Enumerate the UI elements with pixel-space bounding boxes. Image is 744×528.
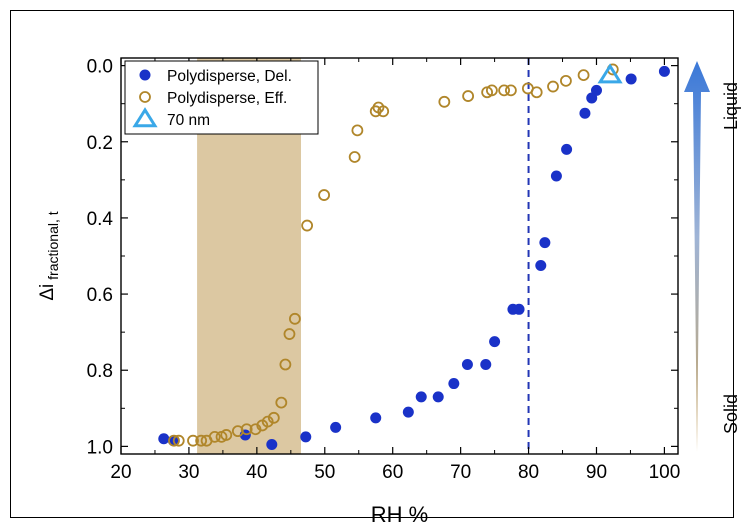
data-point-filled-circle: [513, 303, 525, 315]
data-point-filled-circle: [658, 65, 670, 77]
legend-label: Polydisperse, Eff.: [167, 90, 287, 107]
data-point-open-circle: [504, 84, 517, 97]
arrow-label-bottom: Solid: [721, 394, 741, 434]
gradient-arrow: [684, 61, 710, 452]
data-point-open-circle: [240, 423, 253, 436]
data-point-open-circle: [377, 105, 390, 118]
x-tick-label: 30: [178, 462, 199, 483]
data-point-open-circle: [195, 434, 208, 447]
data-point-open-triangle: [597, 63, 623, 84]
data-point-filled-circle: [590, 84, 602, 96]
y-tick-label: 0.8: [87, 361, 113, 382]
data-point-filled-circle: [402, 406, 414, 418]
arrow-label-top: Liquid: [721, 82, 741, 130]
data-point-open-circle: [275, 396, 288, 409]
legend-box: [124, 60, 319, 135]
x-tick-label: 90: [586, 462, 607, 483]
data-point-open-circle: [498, 84, 511, 97]
legend-label: Polydisperse, Del.: [167, 68, 292, 85]
data-point-open-circle: [485, 84, 498, 97]
y-tick-label: 1.0: [87, 437, 113, 458]
data-point-open-circle: [208, 430, 221, 443]
y-axis-label: Δi fractional, t: [37, 211, 61, 300]
data-point-filled-circle: [461, 359, 473, 371]
data-point-open-circle: [267, 411, 280, 424]
data-point-open-circle: [560, 74, 572, 87]
y-tick-label: 0.2: [87, 133, 113, 154]
data-point-open-circle: [288, 312, 301, 325]
data-point-open-circle: [438, 95, 451, 108]
data-point-open-circle: [261, 415, 274, 428]
legend-marker: [139, 69, 151, 81]
data-point-filled-circle: [330, 421, 342, 433]
data-point-open-circle: [547, 80, 559, 93]
data-point-open-circle: [283, 328, 296, 340]
y-axis-label-subscript: fractional, t: [45, 211, 61, 283]
data-point-open-circle: [530, 86, 543, 99]
data-point-filled-circle: [489, 336, 501, 348]
data-point-filled-circle: [300, 431, 312, 443]
y-tick-label: 0.4: [87, 209, 114, 230]
data-point-open-circle: [279, 358, 292, 371]
data-point-filled-circle: [561, 143, 573, 155]
data-point-filled-circle: [579, 107, 591, 119]
data-point-filled-circle: [448, 378, 460, 390]
y-axis-label-main: Δi: [37, 284, 58, 301]
data-point-open-circle: [348, 151, 361, 163]
data-point-filled-circle: [550, 170, 562, 182]
data-point-open-circle: [172, 434, 185, 447]
x-tick-label: 80: [518, 462, 539, 483]
data-point-open-circle: [351, 124, 364, 137]
y-tick-label: 0.0: [87, 57, 113, 78]
data-point-open-circle: [220, 429, 233, 441]
data-point-filled-circle: [535, 260, 547, 272]
x-tick-label: 60: [382, 462, 403, 483]
data-point-filled-circle: [432, 391, 444, 403]
x-tick-label: 40: [246, 462, 267, 483]
data-point-filled-circle: [480, 359, 492, 371]
legend-marker: [139, 91, 151, 103]
x-tick-label: 100: [649, 462, 681, 483]
data-point-open-circle: [168, 434, 180, 447]
data-point-filled-circle: [370, 412, 382, 424]
x-axis-label: RH %: [371, 502, 428, 527]
x-tick-label: 70: [450, 462, 471, 483]
data-point-filled-circle: [158, 433, 170, 445]
data-point-open-circle: [187, 434, 199, 447]
data-point-open-circle: [577, 69, 590, 82]
data-point-open-circle: [318, 189, 331, 201]
data-point-open-circle: [249, 423, 262, 436]
data-point-filled-circle: [266, 438, 278, 450]
y-tick-label: 0.6: [87, 285, 113, 306]
data-point-open-circle: [462, 90, 475, 102]
data-point-filled-circle: [539, 237, 551, 249]
x-tick-label: 20: [110, 462, 131, 483]
data-point-filled-circle: [625, 73, 637, 85]
x-tick-label: 50: [314, 462, 335, 483]
legend-marker: [132, 107, 158, 128]
legend-label: 70 nm: [167, 112, 210, 129]
data-point-filled-circle: [415, 391, 427, 403]
data-point-open-circle: [301, 219, 314, 232]
